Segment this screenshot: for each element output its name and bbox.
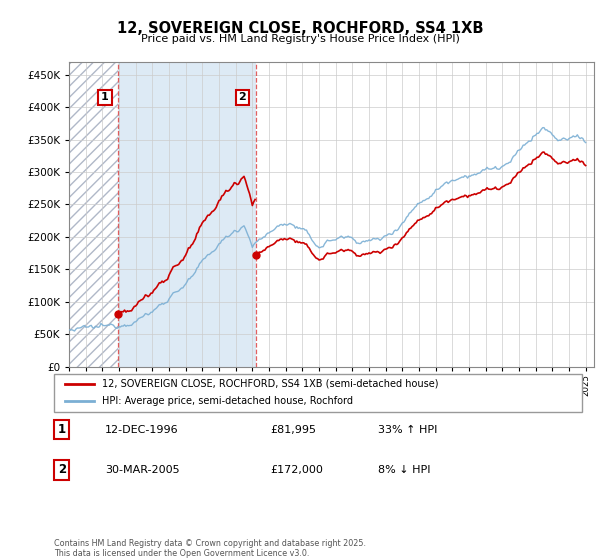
Bar bbox=[69, 62, 118, 367]
Text: Contains HM Land Registry data © Crown copyright and database right 2025.
This d: Contains HM Land Registry data © Crown c… bbox=[54, 539, 366, 558]
Text: £81,995: £81,995 bbox=[270, 424, 316, 435]
Text: 2: 2 bbox=[239, 92, 247, 102]
Text: Price paid vs. HM Land Registry's House Price Index (HPI): Price paid vs. HM Land Registry's House … bbox=[140, 34, 460, 44]
Text: £172,000: £172,000 bbox=[270, 465, 323, 475]
Text: 12, SOVEREIGN CLOSE, ROCHFORD, SS4 1XB: 12, SOVEREIGN CLOSE, ROCHFORD, SS4 1XB bbox=[117, 21, 483, 36]
Text: HPI: Average price, semi-detached house, Rochford: HPI: Average price, semi-detached house,… bbox=[101, 396, 353, 407]
Text: 12-DEC-1996: 12-DEC-1996 bbox=[105, 424, 179, 435]
Text: 1: 1 bbox=[101, 92, 109, 102]
Text: 30-MAR-2005: 30-MAR-2005 bbox=[105, 465, 179, 475]
Text: 1: 1 bbox=[58, 423, 66, 436]
Text: 2: 2 bbox=[58, 463, 66, 477]
Text: 8% ↓ HPI: 8% ↓ HPI bbox=[378, 465, 431, 475]
Text: 12, SOVEREIGN CLOSE, ROCHFORD, SS4 1XB (semi-detached house): 12, SOVEREIGN CLOSE, ROCHFORD, SS4 1XB (… bbox=[101, 379, 438, 389]
FancyBboxPatch shape bbox=[54, 374, 582, 412]
Text: 33% ↑ HPI: 33% ↑ HPI bbox=[378, 424, 437, 435]
Bar bbox=[118, 62, 256, 367]
